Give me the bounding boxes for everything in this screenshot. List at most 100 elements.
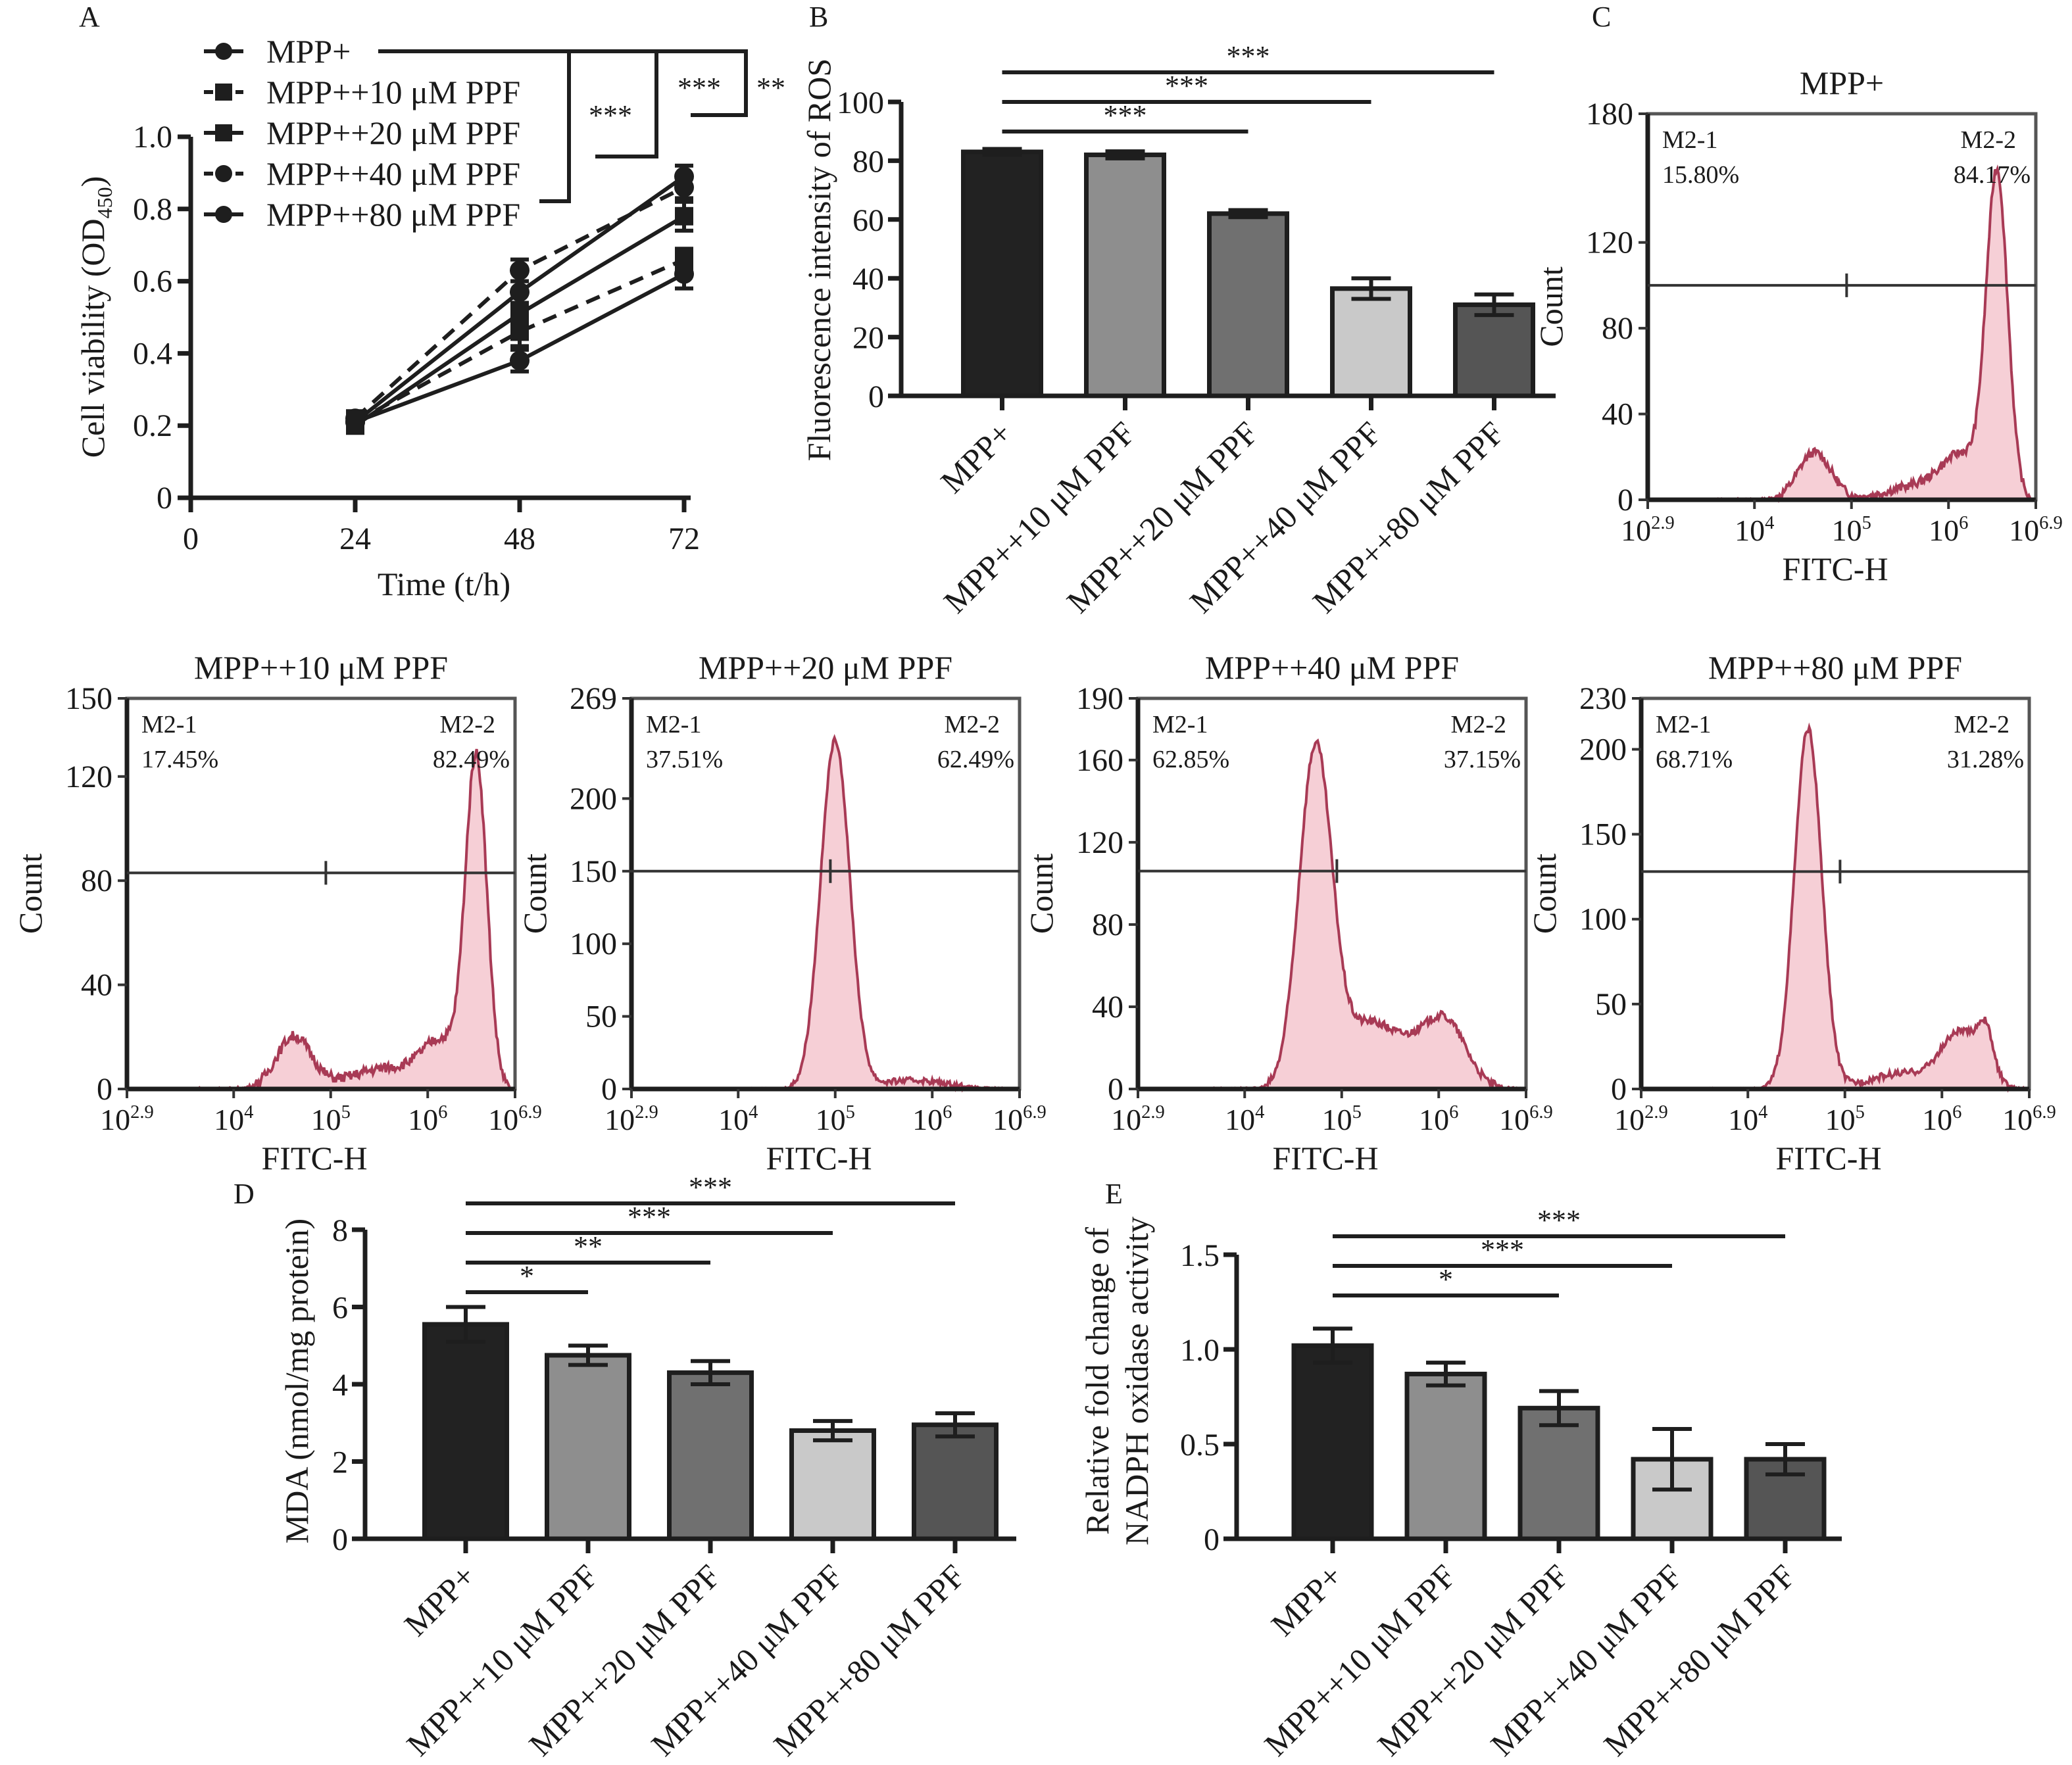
y-tick-label: 0 [157,481,172,516]
significance-bracket [595,51,658,158]
bar-2 [1517,1405,1600,1541]
x-tick-label: 48 [504,521,535,556]
gate-m2-1-label: M2-1 [1662,126,1717,154]
panel-label-e: E [1105,1178,1123,1210]
y-tick-label: 4 [332,1368,348,1403]
x-tick-label: 106.9 [1499,1102,1553,1136]
bar-2 [667,1370,754,1541]
significance-label: ** [756,72,785,104]
y-tick-label: 100 [837,85,884,120]
y-axis-title: Count [516,854,553,934]
histogram-1: MPP++10 μM PPF 0 40 80 120 150 102.9 104 105 106 1… [12,649,542,1176]
y-tick-label: 0 [1204,1522,1220,1557]
x-tick-label: 104 [1225,1102,1264,1136]
y-axis-title: Count [12,854,49,934]
histogram-title: MPP++20 μM PPF [699,649,952,686]
y-tick-label: 160 [1076,743,1123,778]
y-tick-label: 80 [852,144,884,179]
x-tick-label: MPP++20 μM PPF [1370,1557,1576,1763]
y-tick-label: 200 [1579,732,1627,767]
x-tick-label: MPP++80 μM PPF [1596,1557,1802,1763]
y-axis-title: Count [1533,266,1569,347]
data-point-circle [510,351,530,371]
y-tick-label: 0.5 [1180,1428,1220,1463]
y-tick-label: 50 [1595,987,1627,1022]
y-tick-label: 200 [570,781,617,816]
data-point-square [675,250,693,269]
y-axis-title: Count [1526,854,1563,934]
y-tick-label: 0.6 [133,264,172,299]
gate-m2-2-percent: 84.17% [1954,161,2031,189]
y-tick-label: 150 [570,854,617,889]
legend-label: MPP++40 μM PPF [266,155,520,192]
bar-0 [961,149,1043,399]
gate-m2-2-label: M2-2 [1961,126,2016,154]
x-tick-label: 106.9 [993,1102,1047,1136]
significance-label: *** [628,1201,671,1233]
y-tick-label: 80 [81,863,112,898]
y-tick-label: 8 [332,1213,348,1248]
significance-label: *** [1104,99,1147,132]
y-tick-label: 6 [332,1291,348,1326]
significance-label: *** [689,1171,732,1203]
panel-c-flow-histograms: MPP+ 0 40 80 120 180 102.9 104 105 106 106.9 FITC-H… [12,64,2063,1176]
y-tick-label: 120 [1586,226,1633,260]
y-axis-title: Count [1023,854,1060,934]
significance-label: * [1439,1263,1453,1295]
x-tick-label: 104 [1735,513,1774,547]
x-tick-label: 106.9 [488,1102,542,1136]
y-axis-title: Cell viability (OD450) [74,176,116,458]
significance-label: *** [1481,1234,1524,1266]
histogram-0: MPP+ 0 40 80 120 180 102.9 104 105 106 106.9 FITC-H… [1533,64,2063,587]
significance-label: ** [574,1230,603,1263]
x-tick-label: 102.9 [1111,1102,1165,1136]
gate-m2-2-percent: 82.49% [433,746,510,773]
panel-a-cell-viability-chart: 0 0.2 0.4 0.6 0.8 1.0 0 24 48 72 Time (t/h) Cell vi… [74,33,785,602]
histogram-curve [193,748,512,1091]
bar-0 [1291,1343,1374,1541]
histogram-title: MPP++10 μM PPF [194,649,448,686]
y-tick-label: 0.4 [133,336,172,371]
x-tick-label: MPP+ [397,1557,482,1643]
y-tick-label: 269 [570,681,617,716]
gate-m2-1-percent: 62.85% [1152,746,1229,773]
y-tick-label: 1.0 [1180,1333,1220,1368]
bar-3 [1330,286,1412,399]
y-tick-label: 0 [601,1072,617,1107]
significance-bracket [378,49,748,117]
x-tick-label: 105 [1832,513,1871,547]
gate-m2-2-label: M2-2 [440,711,495,738]
legend-label: MPP+ [266,33,351,70]
y-tick-label: 0 [868,379,884,414]
y-tick-label: 0 [332,1522,348,1557]
panel-label-b: B [809,1,828,33]
gate-m2-1-percent: 68.71% [1656,746,1733,773]
x-tick-label: 102.9 [100,1102,154,1136]
y-axis-title-line2: NADPH oxidase activity [1118,1217,1155,1545]
y-tick-label: 120 [1076,825,1123,860]
x-tick-label: 24 [339,521,371,556]
x-tick-label: 106.9 [2009,513,2063,547]
x-axis-title: FITC-H [766,1140,872,1176]
significance-label: *** [1227,40,1270,72]
y-tick-label: 0 [1611,1072,1627,1107]
legend-label: MPP++80 μM PPF [266,196,520,233]
bar-2 [1207,211,1289,399]
x-tick-label: 72 [668,521,700,556]
gate-m2-2-percent: 62.49% [937,746,1014,773]
panel-label-a: A [79,1,100,33]
y-tick-label: 0 [1617,483,1633,518]
bar-1 [545,1353,631,1541]
legend-marker-square [215,124,232,141]
y-tick-label: 20 [852,321,884,356]
legend-marker-square [215,84,232,101]
significance-label: *** [678,72,721,104]
gate-m2-1-percent: 17.45% [141,746,218,773]
panel-label-d: D [234,1178,255,1210]
y-tick-label: 1.0 [133,120,172,155]
y-tick-label: 40 [852,262,884,297]
x-tick-label: 106 [408,1102,447,1136]
bar-1 [1404,1371,1487,1541]
